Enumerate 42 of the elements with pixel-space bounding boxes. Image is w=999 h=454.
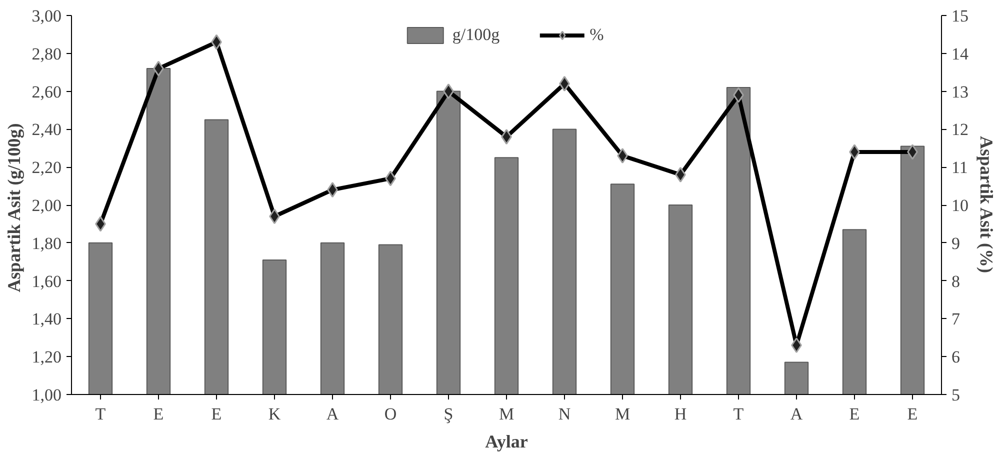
- y2-tick-label: 14: [952, 44, 969, 64]
- y-tick-label: 1,60: [32, 272, 62, 291]
- y2-tick-label: 12: [952, 120, 968, 140]
- y-tick-label: 2,80: [32, 44, 62, 64]
- y2-tick-label: 5: [952, 386, 960, 404]
- x-tick-label: T: [733, 404, 744, 424]
- x-axis-title: Aylar: [485, 432, 528, 452]
- y-tick-label: 1,80: [32, 234, 62, 253]
- x-tick-label: K: [268, 404, 282, 424]
- y-axis-title: Aspartik Asit (g/100g): [4, 123, 24, 292]
- y2-tick-label: 13: [952, 82, 968, 102]
- x-tick-label: T: [95, 404, 106, 424]
- x-tick-label: E: [907, 404, 918, 424]
- x-tick-label: M: [498, 404, 514, 424]
- y-tick-label: 2,00: [32, 196, 62, 215]
- x-tick-label: O: [384, 404, 397, 424]
- y-tick-label: 2,20: [32, 158, 62, 178]
- x-tick-label: E: [153, 404, 164, 424]
- y-tick-label: 1,40: [32, 310, 62, 329]
- y-tick-label: 1,20: [32, 348, 62, 367]
- x-tick-label: H: [674, 404, 687, 424]
- x-tick-label: Ş: [444, 404, 454, 424]
- x-tick-label: E: [849, 404, 860, 424]
- y2-tick-label: 9: [952, 234, 960, 253]
- x-tick-label: A: [326, 404, 340, 424]
- y2-tick-label: 11: [952, 158, 968, 178]
- y2-axis-title: Aspartik Asit (%): [976, 136, 996, 274]
- y-tick-label: 1,00: [32, 386, 62, 404]
- x-tick-label: E: [211, 404, 222, 424]
- y2-tick-label: 8: [952, 272, 960, 291]
- y2-tick-label: 15: [952, 6, 968, 26]
- x-tick-label: A: [790, 404, 804, 424]
- x-tick-label: N: [558, 404, 571, 424]
- y-tick-label: 2,60: [32, 82, 62, 102]
- y-tick-label: 2,40: [32, 120, 62, 140]
- x-tick-label: M: [614, 404, 630, 424]
- legend-label: %: [590, 25, 605, 45]
- y2-tick-label: 7: [952, 310, 960, 329]
- y2-tick-label: 10: [952, 196, 968, 215]
- y2-tick-label: 6: [952, 348, 960, 367]
- legend-label: g/100g: [452, 25, 500, 45]
- y-tick-label: 3,00: [32, 6, 62, 26]
